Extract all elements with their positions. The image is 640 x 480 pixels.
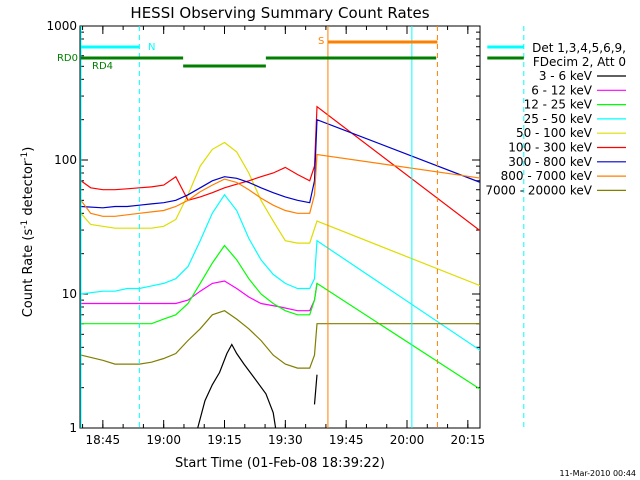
series-line	[197, 343, 318, 428]
series-line	[80, 280, 318, 312]
legend-label: 800 - 7000 keV	[501, 169, 593, 183]
legend: Det 1,3,4,5,6,9,FDecim 2, Att 03 - 6 keV…	[485, 41, 626, 197]
flag-label: RD4	[92, 61, 113, 72]
chart-title: HESSI Observing Summary Count Rates	[130, 4, 429, 22]
x-tick-label: 19:30	[268, 433, 303, 447]
series-line	[80, 310, 480, 369]
series-line	[80, 105, 480, 232]
x-tick-label: 19:15	[207, 433, 242, 447]
x-tick-label: 19:00	[146, 433, 181, 447]
flag-label: RD0	[57, 53, 78, 64]
series-line	[80, 118, 480, 209]
x-tick-label: 20:00	[390, 433, 425, 447]
legend-label: 3 - 6 keV	[539, 69, 593, 83]
legend-label: 25 - 50 keV	[524, 112, 593, 126]
legend-header: Det 1,3,4,5,6,9,	[532, 41, 626, 55]
legend-label: 50 - 100 keV	[516, 126, 593, 140]
series-line	[80, 244, 480, 390]
x-axis-label: Start Time (01-Feb-08 18:39:22)	[175, 456, 385, 471]
flag-label: N	[148, 42, 155, 53]
flag-label: S	[318, 36, 324, 47]
legend-label: 300 - 800 keV	[508, 155, 592, 169]
series-line	[80, 141, 480, 287]
x-tick-label: 19:45	[329, 433, 364, 447]
x-tick-label: 18:45	[86, 433, 121, 447]
footer-date: 11-Mar-2010 00:44	[560, 469, 637, 478]
x-tick-label: 20:15	[451, 433, 486, 447]
legend-label: 6 - 12 keV	[531, 83, 593, 97]
plot-area: 1 10 100 1000 18:45 19:00 19:15 19:30 19:45 20:00…	[46, 19, 525, 447]
series-line	[80, 153, 480, 217]
y-tick-label: 10	[62, 287, 77, 301]
y-tick-label: 1	[69, 421, 77, 435]
legend-label: 7000 - 20000 keV	[485, 183, 592, 197]
legend-label: 100 - 300 keV	[508, 141, 592, 155]
legend-header: FDecim 2, Att 0	[533, 55, 626, 69]
y-tick-label: 1000	[46, 19, 77, 33]
y-axis-label: Count Rate (s-1 detector-1)	[20, 147, 36, 318]
series-line	[80, 193, 480, 351]
legend-label: 12 - 25 keV	[524, 98, 593, 112]
y-tick-label: 100	[54, 153, 77, 167]
series-group	[80, 105, 480, 428]
plot-frame	[79, 25, 481, 429]
